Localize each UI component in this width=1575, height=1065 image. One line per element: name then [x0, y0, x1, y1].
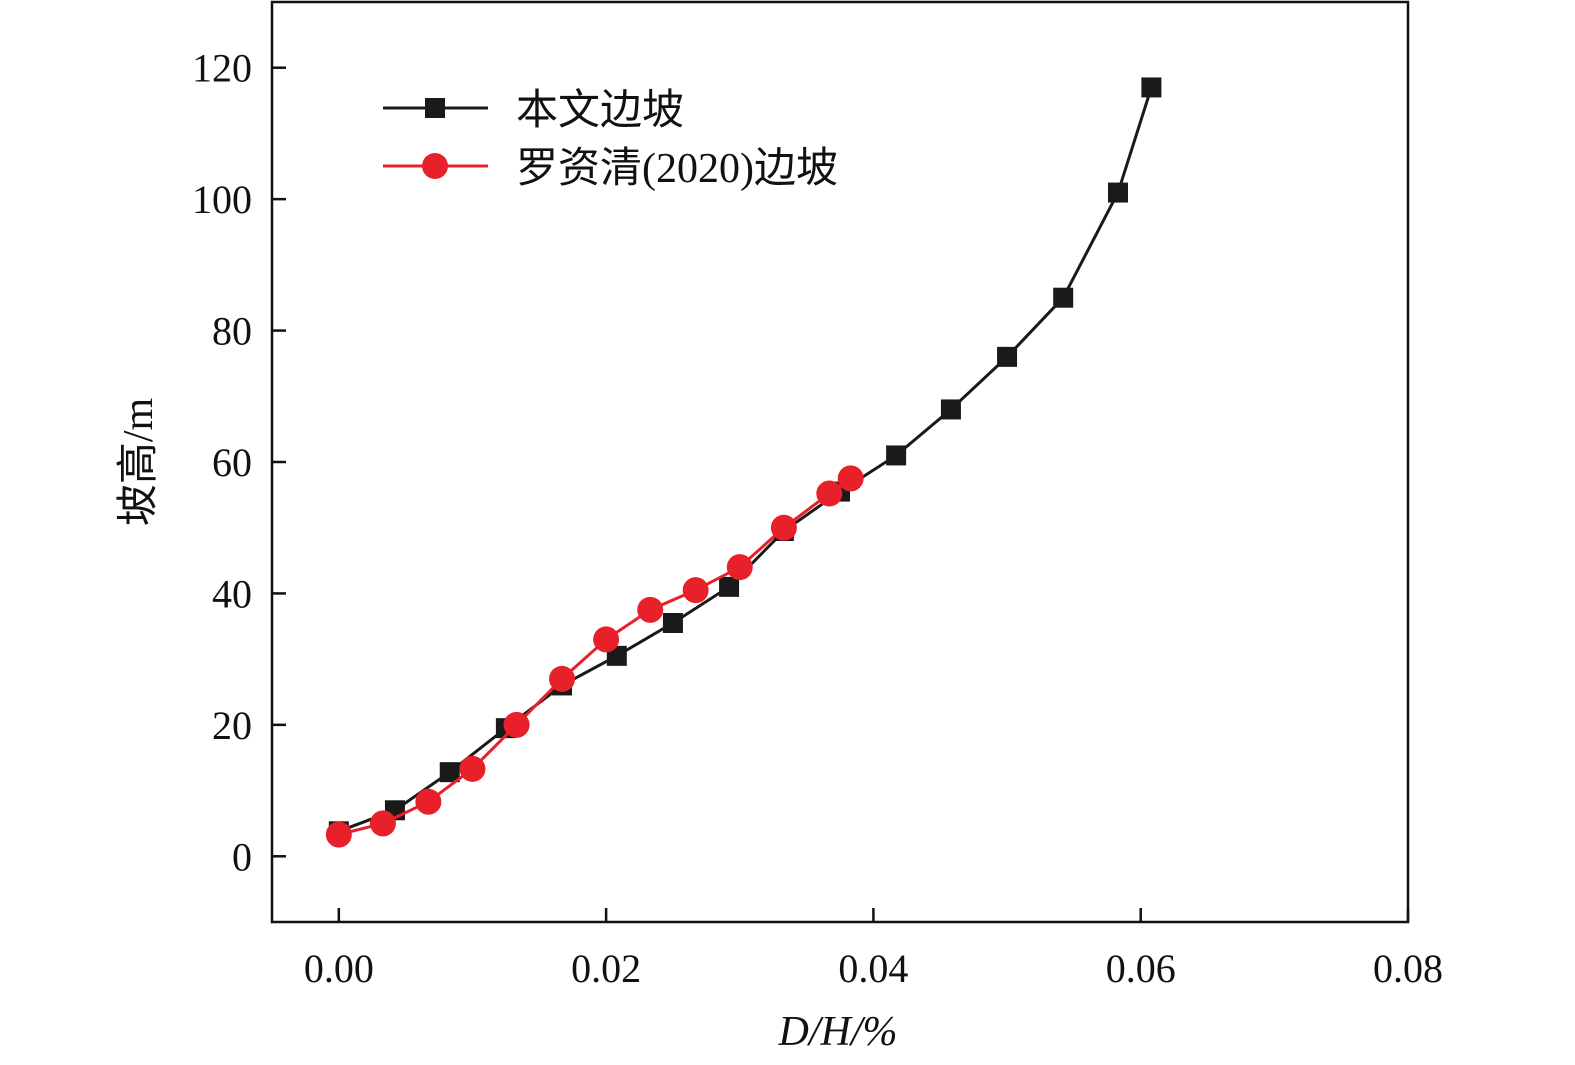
- y-tick-label: 100: [192, 177, 252, 222]
- y-axis-label: 坡高/m: [116, 398, 162, 527]
- series-1-point: [940, 399, 961, 420]
- series-1-point: [886, 445, 907, 466]
- x-tick-label: 0.00: [304, 946, 374, 991]
- legend-marker-series-1: [425, 98, 445, 118]
- series-1-point: [439, 762, 460, 783]
- y-tick-label: 20: [212, 703, 252, 748]
- series-2-point: [770, 514, 797, 541]
- y-tick-label: 120: [192, 46, 252, 91]
- series-1-point: [1141, 77, 1162, 98]
- series-2-point: [816, 480, 843, 507]
- series-2-point: [503, 711, 530, 738]
- series-1-point: [1053, 287, 1074, 308]
- series-2-point: [593, 626, 620, 653]
- series-1-point: [1107, 182, 1128, 203]
- y-tick-label: 0: [232, 834, 252, 879]
- series-layer: [325, 77, 1162, 848]
- series-2-point: [726, 554, 753, 581]
- series-2-point: [837, 465, 864, 492]
- series-2-point: [325, 821, 352, 848]
- x-tick-label: 0.04: [838, 946, 908, 991]
- y-axis: 0 20 40 60 80 100 120: [192, 46, 286, 879]
- series-2-point: [369, 810, 396, 837]
- series-1-point: [719, 576, 740, 597]
- series-2-point: [637, 596, 664, 623]
- series-2-point: [682, 577, 709, 604]
- y-tick-label: 60: [212, 440, 252, 485]
- series-line-1: [338, 86, 1153, 833]
- y-tick-label: 40: [212, 571, 252, 616]
- x-tick-label: 0.02: [571, 946, 641, 991]
- series-2-point: [415, 788, 442, 815]
- x-axis-label: D/H/%: [778, 1009, 898, 1055]
- legend: 本文边坡 罗资清(2020)边坡: [383, 87, 838, 192]
- plot-frame: [270, 0, 1410, 924]
- legend-label-series-2: 罗资清(2020)边坡: [516, 146, 838, 192]
- series-1-point: [997, 346, 1018, 367]
- series-1-point: [662, 613, 683, 633]
- x-axis: 0.00 0.02 0.04 0.06 0.08: [304, 908, 1443, 991]
- legend-label-series-1: 本文边坡: [516, 87, 684, 134]
- y-tick-label: 80: [212, 309, 252, 354]
- x-tick-label: 0.06: [1106, 946, 1176, 991]
- legend-marker-series-2: [422, 153, 448, 179]
- series-2-point: [549, 665, 576, 692]
- x-tick-label: 0.08: [1373, 946, 1443, 991]
- series-2-point: [459, 755, 486, 782]
